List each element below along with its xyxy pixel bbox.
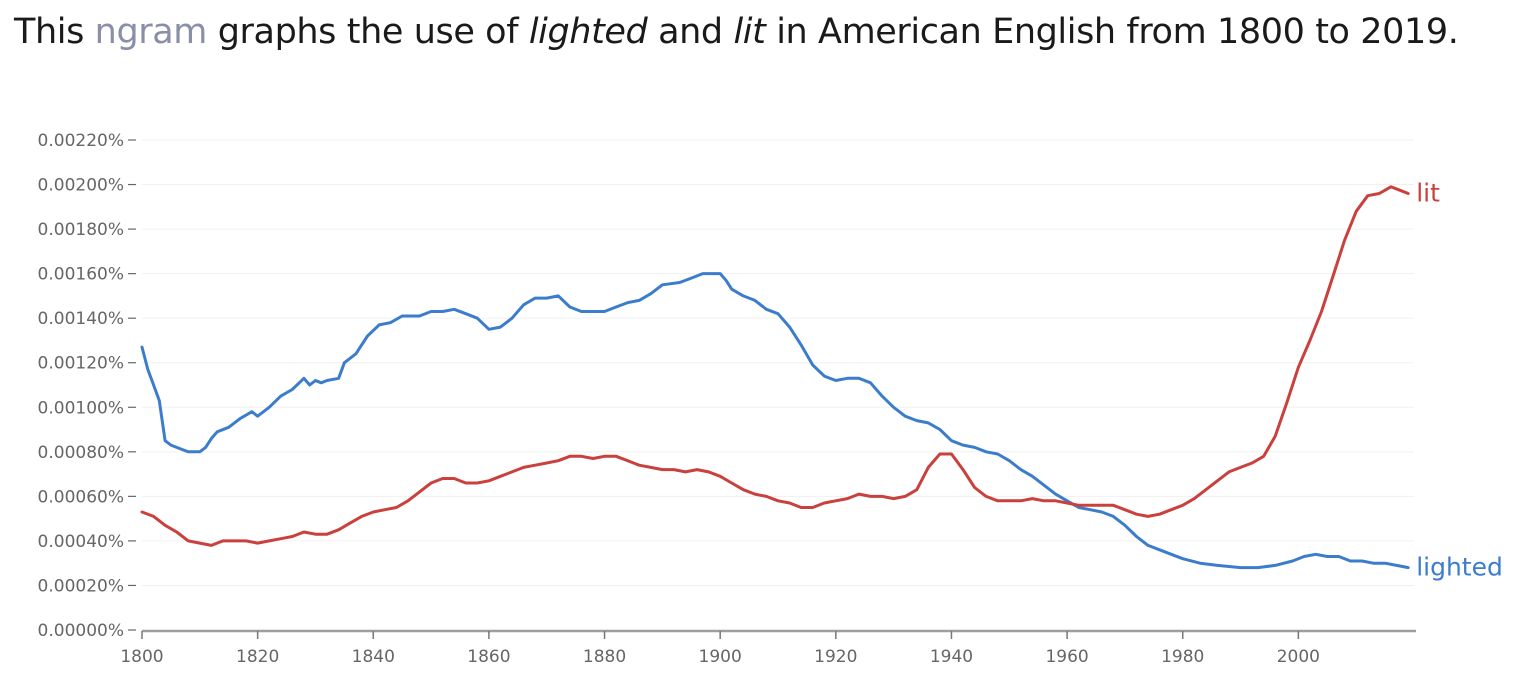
series-label-lighted: lighted xyxy=(1416,553,1503,582)
x-tick-label: 1880 xyxy=(583,647,626,667)
x-tick-label: 1980 xyxy=(1161,647,1204,667)
caption-word-lit: lit xyxy=(733,12,766,52)
series-label-lit: lit xyxy=(1416,178,1440,207)
x-tick-label: 1800 xyxy=(120,647,163,667)
caption-prefix: This xyxy=(14,12,95,52)
x-tick-label: 1900 xyxy=(699,647,742,667)
y-tick-label: 0.00020% xyxy=(38,576,124,596)
y-axis: 0.00000% 0.00020% 0.00040% 0.00060% 0.00080%… xyxy=(38,131,136,641)
y-tick-label: 0.00180% xyxy=(38,220,124,240)
x-tick-label: 1920 xyxy=(814,647,857,667)
y-tick-label: 0.00200% xyxy=(38,176,124,196)
series-lines xyxy=(140,185,1410,570)
ngram-link[interactable]: ngram xyxy=(94,12,208,52)
caption-middle-2: and xyxy=(647,12,734,52)
x-tick-label: 1820 xyxy=(236,647,279,667)
series-line-lighted xyxy=(140,272,1410,570)
gridlines xyxy=(142,139,1414,586)
y-tick-label: 0.00060% xyxy=(38,487,124,507)
chart-caption: This ngram graphs the use of lighted and… xyxy=(14,8,1459,56)
x-tick-label: 1940 xyxy=(930,647,973,667)
x-tick-label: 1860 xyxy=(467,647,510,667)
y-tick-label: 0.00120% xyxy=(38,354,124,374)
caption-suffix: in American English from 1800 to 2019. xyxy=(765,12,1459,52)
caption-word-lighted: lighted xyxy=(528,12,648,52)
y-tick-label: 0.00040% xyxy=(38,532,124,552)
x-axis: 1800 1820 1840 1860 1880 1900 1920 1940 1960 1980… xyxy=(120,629,1416,667)
y-tick-label: 0.00080% xyxy=(38,443,124,463)
caption-middle-1: graphs the use of xyxy=(207,12,529,52)
x-tick-label: 2000 xyxy=(1277,647,1320,667)
y-tick-label: 0.00100% xyxy=(38,398,124,418)
series-line-lit xyxy=(140,185,1410,547)
x-tick-label: 1960 xyxy=(1045,647,1088,667)
y-tick-label: 0.00000% xyxy=(38,621,124,641)
y-tick-label: 0.00140% xyxy=(38,309,124,329)
series-labels: lighted lit xyxy=(1416,178,1503,581)
y-tick-label: 0.00160% xyxy=(38,265,124,285)
y-tick-label: 0.00220% xyxy=(38,131,124,151)
x-tick-label: 1840 xyxy=(352,647,395,667)
